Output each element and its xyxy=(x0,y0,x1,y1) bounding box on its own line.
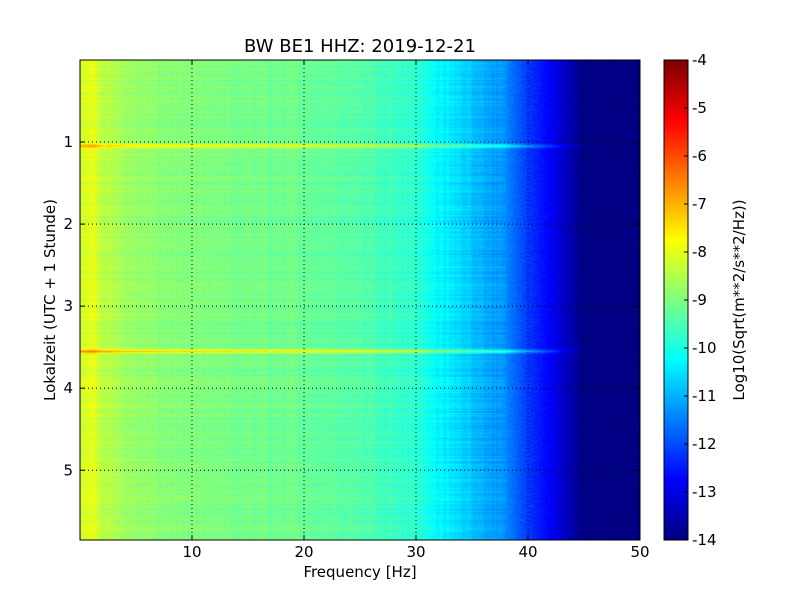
colorbar-tick-label: -4 xyxy=(692,51,707,69)
y-tick-label: 4 xyxy=(63,379,73,397)
y-axis-ticks: 1 2 3 4 5 xyxy=(63,133,640,479)
colorbar-label: Log10(Sqrt(m**2/s**2/Hz)) xyxy=(730,199,748,400)
colorbar-tick-label: -12 xyxy=(692,435,717,453)
x-tick-label: 20 xyxy=(294,543,313,561)
y-tick-label: 1 xyxy=(63,133,73,151)
colorbar-ticks: -4 -5 -6 -7 -8 -9 -10 -11 -12 -13 -14 xyxy=(684,51,717,549)
x-axis-label: Frequency [Hz] xyxy=(303,563,416,581)
heatmap-area xyxy=(80,60,640,540)
chart-title: BW BE1 HHZ: 2019-12-21 xyxy=(244,36,476,57)
heatmap-canvas xyxy=(80,60,640,540)
x-tick-label: 50 xyxy=(630,543,649,561)
plot-frame xyxy=(79,59,641,541)
grid-lines xyxy=(80,60,640,540)
colorbar-tick-label: -8 xyxy=(692,243,707,261)
x-tick-label: 40 xyxy=(518,543,537,561)
y-axis-label: Lokalzeit (UTC + 1 Stunde) xyxy=(41,199,59,401)
colorbar-tick-label: -13 xyxy=(692,483,717,501)
colorbar-tick-label: -5 xyxy=(692,99,707,117)
y-tick-label: 3 xyxy=(63,297,73,315)
colorbar-tick-label: -11 xyxy=(692,387,717,405)
colorbar-tick-label: -9 xyxy=(692,291,707,309)
x-axis-ticks: 10 20 30 40 50 xyxy=(182,60,650,561)
y-tick-label: 2 xyxy=(63,215,73,233)
colorbar-tick-label: -14 xyxy=(692,531,717,549)
x-tick-label: 30 xyxy=(406,543,425,561)
colorbar-tick-label: -6 xyxy=(692,147,707,165)
colorbar-tick-label: -10 xyxy=(692,339,717,357)
y-tick-label: 5 xyxy=(63,461,73,479)
x-tick-label: 10 xyxy=(182,543,201,561)
colorbar-tick-label: -7 xyxy=(692,195,707,213)
